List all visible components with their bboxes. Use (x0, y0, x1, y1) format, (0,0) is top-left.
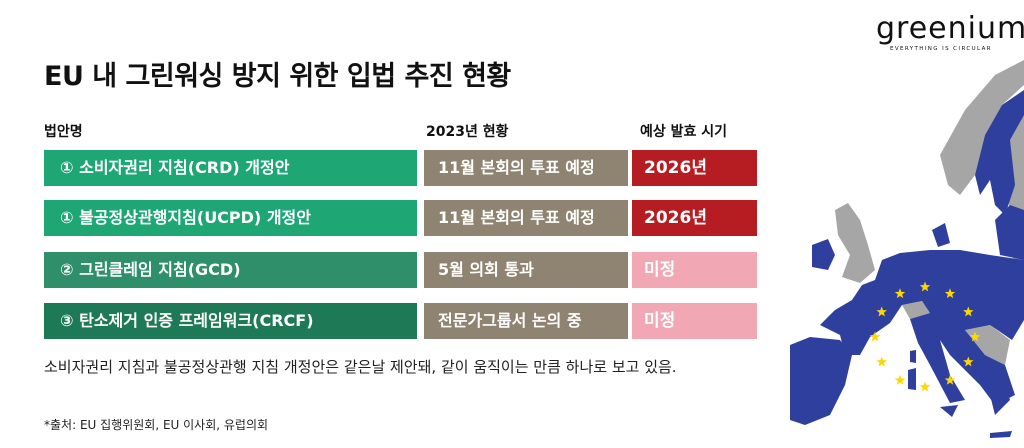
greece-region (988, 373, 1010, 415)
header-release: 예상 발효 시기 (640, 124, 728, 140)
eu-star (963, 356, 974, 367)
row-3-status: 5월 의회 통과 (424, 252, 628, 288)
footnote-text: 소비자권리 지침과 불공정상관행 지침 개정안은 같은날 제안돼, 같이 움직이… (44, 358, 677, 376)
sicily-region (940, 405, 958, 417)
eu-stars (869, 281, 981, 392)
eu-star (876, 306, 887, 317)
header-law-name: 법안명 (44, 124, 83, 140)
eu-star (894, 288, 906, 299)
scandinavia-eu-region (975, 90, 1024, 215)
crete-region (990, 431, 1012, 438)
iberia-region (790, 337, 852, 425)
row-4-release: 미정 (632, 303, 757, 339)
norway-region (940, 60, 1024, 195)
logo-wordmark: greenium (876, 11, 1024, 46)
eu-star (944, 288, 956, 299)
row-3-law: ② 그린클레임 지침(GCD) (44, 252, 417, 288)
eu-star (963, 306, 974, 317)
eu-star (894, 374, 906, 385)
row-4-status: 전문가그룹서 논의 중 (424, 303, 628, 339)
row-1-release: 2026년 (632, 150, 757, 186)
eu-star (969, 331, 981, 342)
row-2-release: 2026년 (632, 200, 757, 236)
eu-map (790, 60, 1024, 438)
page-title: EU 내 그린워싱 방지 위한 입법 추진 현황 (44, 61, 511, 92)
row-1-law: ① 소비자권리 지침(CRD) 개정안 (44, 150, 417, 186)
logo-tagline: EVERYTHING IS CIRCULAR (889, 46, 993, 52)
corsica-region (910, 350, 916, 363)
baltics-region (995, 205, 1024, 260)
eu-star (869, 331, 881, 342)
source-text: *출처: EU 집행위원회, EU 이사회, 유럽의회 (44, 418, 269, 432)
eu-star (876, 356, 887, 367)
row-2-status: 11월 본회의 투표 예정 (424, 200, 628, 236)
switzerland-region (902, 301, 930, 319)
denmark-region (932, 223, 950, 247)
row-2-law: ① 불공정상관행지침(UCPD) 개정안 (44, 200, 417, 236)
row-1-status: 11월 본회의 투표 예정 (424, 150, 628, 186)
uk-region (835, 203, 875, 283)
header-status: 2023년 현황 (426, 124, 509, 140)
ireland-region (812, 239, 835, 270)
eu-star (944, 374, 956, 385)
eu-star (919, 281, 931, 292)
mainland-eu-region (820, 250, 1024, 405)
row-4-law: ③ 탄소제거 인증 프레임워크(CRCF) (44, 303, 417, 339)
row-3-release: 미정 (632, 252, 757, 288)
greenium-logo: greenium EVERYTHING IS CIRCULAR (876, 11, 1024, 53)
sardinia-region (908, 368, 916, 390)
eu-star (919, 381, 931, 392)
